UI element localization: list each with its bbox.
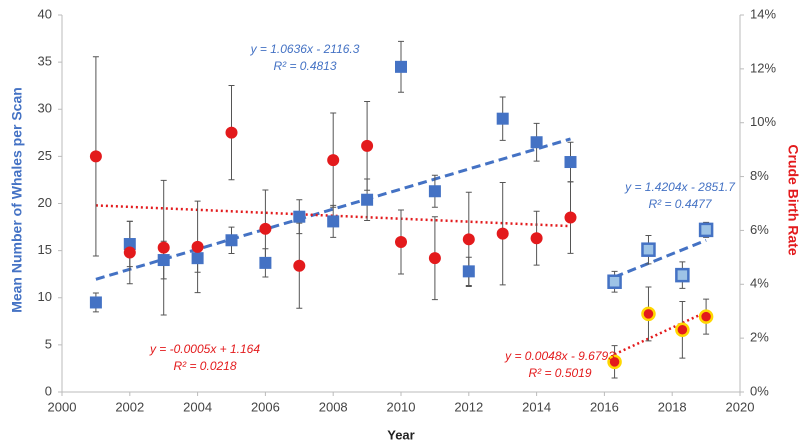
marker-circle [293,259,306,272]
marker-circle [428,252,441,265]
marker-circle [327,154,340,167]
trendline [614,310,707,356]
marker-circle [157,241,170,254]
x-tick-label: 2020 [726,399,755,414]
marker-square [157,254,170,267]
y-tick-label: 5 [45,336,52,351]
marker-circle [698,309,714,324]
annotation: y = 1.4204x - 2851.7 [624,180,736,194]
marker-circle [259,222,272,235]
marker-circle [361,139,374,152]
x-axis-label: Year [387,427,414,442]
y-tick-label: 20 [38,195,52,210]
y2-tick-label: 12% [750,60,776,75]
y2-tick-label: 10% [750,114,776,129]
y2-tick-label: 4% [750,276,769,291]
marker-square [225,234,238,247]
marker-square [395,60,407,73]
marker-circle [607,354,622,370]
x-tick-label: 2014 [522,399,551,414]
x-tick-label: 2004 [183,399,212,414]
marker-square [698,222,714,238]
marker-square [191,252,204,265]
y-tick-label: 35 [38,54,52,69]
y2-axis-label: Crude Birth Rate [785,144,801,255]
trendline [95,204,571,228]
x-tick-label: 2012 [454,399,483,414]
marker-square [327,215,340,228]
marker-circle [564,211,577,224]
x-tick-label: 2000 [48,399,77,414]
y2-tick-label: 6% [750,222,769,237]
y-axis-label: Mean Number of Whales per Scan [9,87,25,313]
marker-circle [462,233,475,246]
marker-square [259,256,272,269]
x-tick-label: 2008 [319,399,348,414]
marker-square [496,112,509,125]
x-tick-label: 2018 [658,399,687,414]
trendline [95,137,571,281]
y2-tick-label: 2% [750,330,769,345]
marker-square [428,185,441,198]
y-tick-label: 10 [38,289,52,304]
marker-square [564,156,577,169]
marker-circle [641,306,656,322]
marker-circle [395,236,407,249]
annotation: R² = 0.4813 [273,59,336,73]
marker-circle [89,150,102,163]
marker-square [293,210,306,223]
marker-square [675,267,690,283]
y2-tick-label: 14% [750,6,776,21]
y-tick-label: 40 [38,6,52,21]
marker-square [607,274,622,289]
y2-tick-label: 8% [750,168,769,183]
annotation: R² = 0.0218 [173,359,236,373]
marker-square [361,193,374,206]
annotation: y = 0.0048x - 9.6793 [504,349,615,363]
annotation-background [235,38,375,74]
annotation: y = -0.0005x + 1.164 [149,342,260,356]
annotation: y = 1.0636x - 2116.3 [250,42,360,56]
y2-tick-label: 0% [750,383,769,398]
x-tick-label: 2006 [251,399,280,414]
marker-square [123,238,136,251]
y-tick-label: 15 [38,242,52,257]
y-tick-label: 0 [45,383,52,398]
marker-square [462,265,475,278]
x-tick-label: 2016 [590,399,619,414]
marker-circle [530,232,543,245]
marker-circle [225,126,238,139]
annotation: R² = 0.4477 [648,197,712,211]
x-tick-label: 2002 [115,399,144,414]
marker-square [530,136,543,149]
annotation: R² = 0.5019 [528,366,591,380]
y-tick-label: 30 [38,101,52,116]
marker-circle [191,240,204,253]
marker-circle [675,322,690,338]
marker-square [89,296,102,309]
x-tick-label: 2010 [387,399,416,414]
marker-square [641,242,656,257]
marker-circle [123,246,136,259]
y-tick-label: 25 [38,148,52,163]
marker-circle [496,227,509,240]
trendline [614,238,707,279]
